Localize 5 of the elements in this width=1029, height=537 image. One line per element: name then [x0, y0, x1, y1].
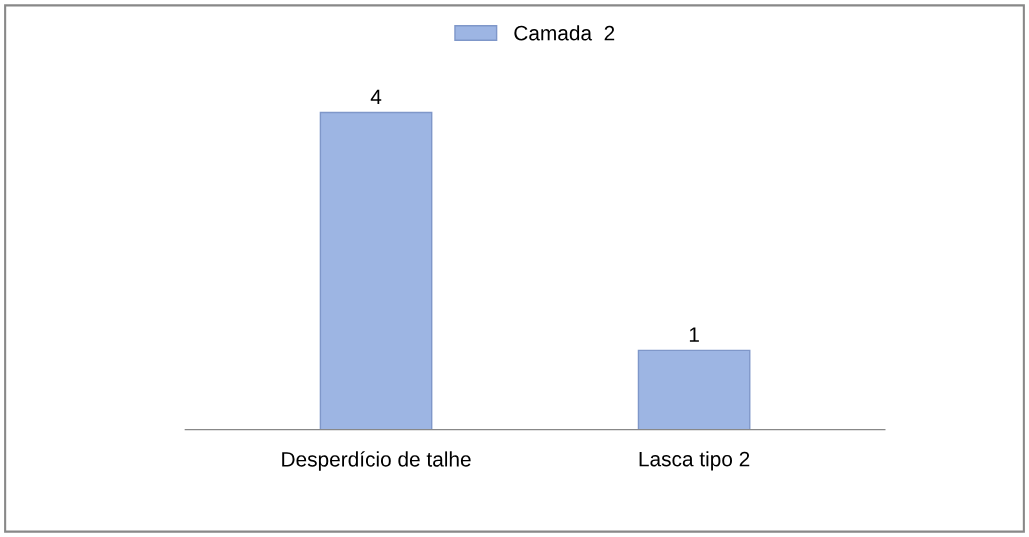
x-tick-label: Desperdício de talhe: [282, 451, 471, 471]
legend-label: Camada 2: [514, 25, 615, 41]
data-label: 4: [370, 89, 382, 105]
x-tick-label: Lasca tipo 2: [639, 451, 750, 471]
data-label: 1: [689, 327, 699, 342]
